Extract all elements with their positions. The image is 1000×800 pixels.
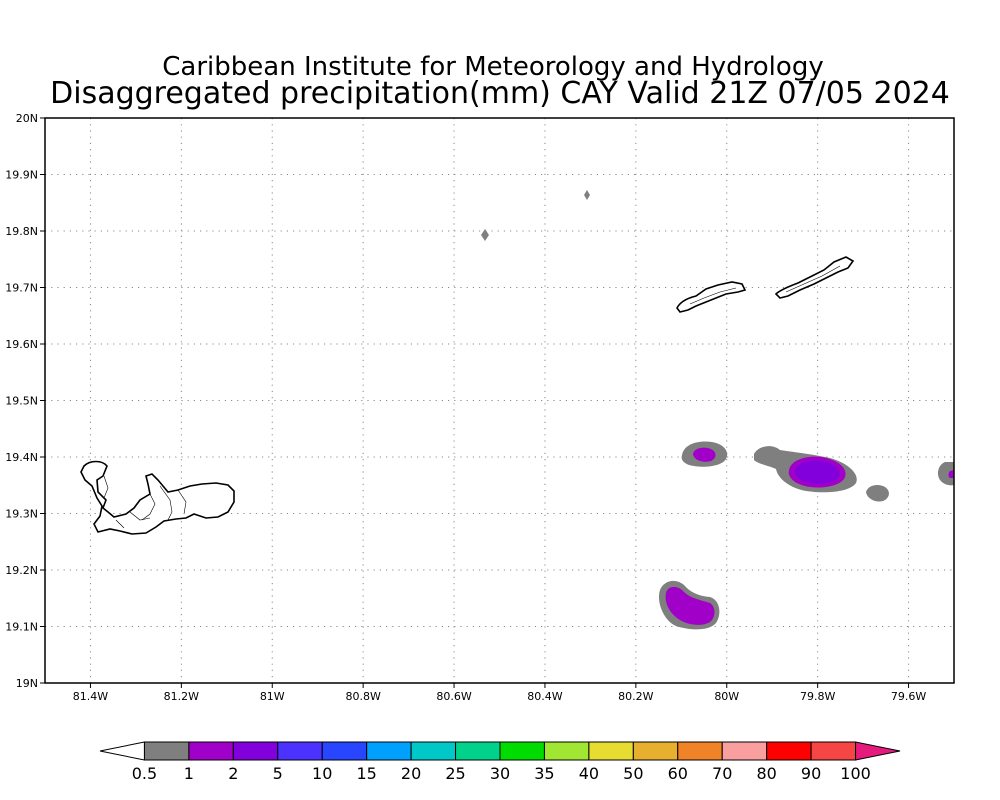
lat-tick-label-9: 19.9N — [5, 169, 38, 182]
colorbar-swatch-12 — [677, 741, 723, 761]
lat-tick-label-10: 20N — [16, 112, 38, 125]
map-frame — [44, 117, 955, 684]
colorbar-label-13: 70 — [712, 764, 732, 783]
precip-area-east-1-core — [693, 447, 716, 462]
colorbar-swatch-10 — [588, 741, 634, 761]
colorbar-swatch-11 — [632, 741, 679, 761]
lat-tick-label-0: 19N — [16, 677, 38, 690]
precipitation-shading — [481, 190, 954, 630]
lon-tick-label-1: 81.2W — [164, 690, 199, 703]
colorbar-legend: 0.5 1 2 5 10 15 20 25 30 35 40 50 60 70 80 90 100 — [99, 741, 901, 783]
colorbar-swatch-4 — [321, 741, 368, 761]
latitude-axis-labels: 19N 19.1N 19.2N 19.3N 19.4N 19.5N 19.6N 19.7N 19… — [5, 112, 38, 690]
precip-area-south-core — [665, 586, 715, 625]
colorbar-swatch-1 — [188, 741, 234, 761]
colorbar-label-5: 15 — [356, 764, 376, 783]
colorbar-label-0: 0.5 — [132, 764, 157, 783]
figure-title-line1: Caribbean Institute for Meteorology and … — [162, 52, 823, 82]
lon-tick-label-0: 81.4W — [73, 690, 108, 703]
lat-tick-label-1: 19.1N — [5, 621, 38, 634]
colorbar-swatch-15 — [810, 741, 857, 761]
colorbar-label-6: 20 — [401, 764, 421, 783]
lon-tick-label-9: 79.6W — [891, 690, 926, 703]
precip-area-east-edge-core — [948, 470, 954, 478]
colorbar-min-triangle — [99, 741, 145, 761]
figure-title-line2: Disaggregated precipitation(mm) CAY Vali… — [50, 76, 950, 111]
colorbar-swatch-5 — [366, 741, 412, 761]
islands-outlines — [80, 256, 855, 535]
lat-tick-label-6: 19.6N — [5, 338, 38, 351]
colorbar-label-12: 60 — [668, 764, 688, 783]
colorbar-label-15: 90 — [801, 764, 821, 783]
colorbar-label-3: 5 — [273, 764, 283, 783]
island-little-cayman — [676, 281, 747, 313]
precip-area-east-3 — [866, 484, 889, 502]
lat-tick-label-3: 19.3N — [5, 508, 38, 521]
colorbar-label-11: 50 — [623, 764, 643, 783]
longitude-axis-labels: 81.4W 81.2W 81W 80.8W 80.6W 80.4W 80.2W 80W 79.8… — [73, 690, 927, 703]
lat-tick-label-5: 19.5N — [5, 395, 38, 408]
colorbar-swatch-3 — [277, 741, 323, 761]
colorbar-label-16: 100 — [840, 764, 871, 783]
lat-tick-label-7: 19.7N — [5, 282, 38, 295]
colorbar-swatch-9 — [543, 741, 590, 761]
precip-area-east-edge — [937, 462, 954, 486]
colorbar-label-9: 35 — [534, 764, 554, 783]
colorbar-swatch-14 — [766, 741, 812, 761]
island-cayman-brac — [774, 256, 855, 299]
lon-tick-label-4: 80.6W — [436, 690, 471, 703]
lon-tick-label-8: 79.8W — [800, 690, 835, 703]
colorbar-label-10: 40 — [579, 764, 599, 783]
colorbar-swatch-0 — [143, 741, 190, 761]
precip-area-north-2 — [584, 190, 590, 200]
colorbar-swatch-13 — [721, 741, 768, 761]
lat-tick-label-2: 19.2N — [5, 564, 38, 577]
colorbar-swatch-7 — [455, 741, 501, 761]
colorbar-max-triangle — [855, 741, 901, 761]
colorbar-label-8: 30 — [490, 764, 510, 783]
colorbar-label-2: 2 — [228, 764, 238, 783]
colorbar-label-14: 80 — [756, 764, 776, 783]
lon-tick-label-2: 81W — [260, 690, 285, 703]
colorbar-swatch-6 — [410, 741, 457, 761]
island-grand-cayman — [80, 460, 235, 535]
lon-tick-label-6: 80.2W — [618, 690, 653, 703]
colorbar-label-7: 25 — [445, 764, 465, 783]
lon-tick-label-3: 80.8W — [345, 690, 380, 703]
colorbar-swatch-8 — [499, 741, 545, 761]
lon-tick-label-7: 80W — [714, 690, 739, 703]
colorbar-label-4: 10 — [312, 764, 332, 783]
lat-tick-label-4: 19.4N — [5, 451, 38, 464]
map-plot-area — [45, 118, 954, 683]
precip-area-east-2-inner — [794, 460, 840, 484]
lon-tick-label-5: 80.4W — [527, 690, 562, 703]
lat-tick-label-8: 19.8N — [5, 225, 38, 238]
colorbar-swatch-2 — [232, 741, 279, 761]
colorbar-label-1: 1 — [184, 764, 194, 783]
precip-area-north-1 — [481, 229, 489, 241]
